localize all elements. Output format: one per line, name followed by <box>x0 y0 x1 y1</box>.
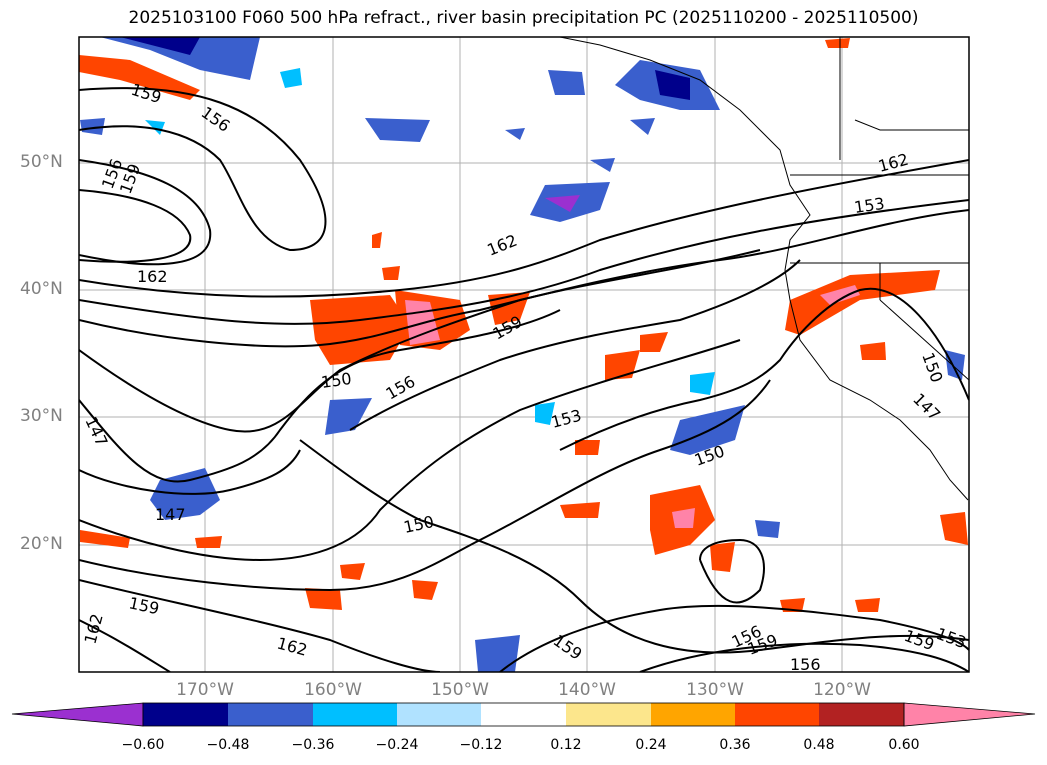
contour-label: 150 <box>320 369 353 392</box>
colorbar-tick: 0.24 <box>635 737 667 753</box>
contour-label: 156 <box>790 655 821 674</box>
colorbar-tick: 0.36 <box>719 737 751 753</box>
colorbar-bin <box>397 703 481 726</box>
colorbar-tick: −0.36 <box>291 737 335 753</box>
colorbar-bin <box>313 703 397 726</box>
colorbar-bin <box>651 703 735 726</box>
lat-label-50n: 50°N <box>20 152 63 172</box>
negative-anomaly-shading <box>80 37 965 672</box>
colorbar-tick: −0.48 <box>206 737 250 753</box>
map-frame <box>78 36 970 673</box>
map-title: 2025103100 F060 500 hPa refract., river … <box>128 8 919 28</box>
positive-anomaly-shading <box>79 38 968 612</box>
colorbar-bin <box>566 703 651 726</box>
contour-label: 153 <box>853 194 886 217</box>
colorbar-tick: 0.48 <box>803 737 835 753</box>
colorbar-bin <box>481 703 566 726</box>
lat-label-20n: 20°N <box>20 534 63 554</box>
graticule <box>79 37 969 672</box>
coastlines <box>559 37 969 501</box>
colorbar-bin <box>228 703 313 726</box>
colorbar-tick: 0.60 <box>888 737 920 753</box>
colorbar-tick: −0.24 <box>375 737 419 753</box>
colorbar-tick: −0.12 <box>459 737 503 753</box>
colorbar <box>11 702 1036 727</box>
contour-label: 147 <box>155 505 186 524</box>
height-contours <box>79 87 969 672</box>
colorbar-bin <box>143 703 228 726</box>
colorbar-tick: 0.12 <box>550 737 582 753</box>
colorbar-bin <box>819 703 904 726</box>
lon-label-120w: 120°W <box>813 680 871 700</box>
contour-label: 162 <box>137 267 168 286</box>
lat-label-40n: 40°N <box>20 279 63 299</box>
lon-label-140w: 140°W <box>558 680 616 700</box>
lon-label-130w: 130°W <box>686 680 744 700</box>
colorbar-extend-min <box>11 702 144 727</box>
lon-label-160w: 160°W <box>304 680 362 700</box>
colorbar-extend-max <box>903 702 1036 727</box>
lat-label-30n: 30°N <box>20 406 63 426</box>
lon-label-150w: 150°W <box>431 680 489 700</box>
colorbar-tick: −0.60 <box>121 737 165 753</box>
colorbar-bin <box>735 703 819 726</box>
lon-label-170w: 170°W <box>176 680 234 700</box>
